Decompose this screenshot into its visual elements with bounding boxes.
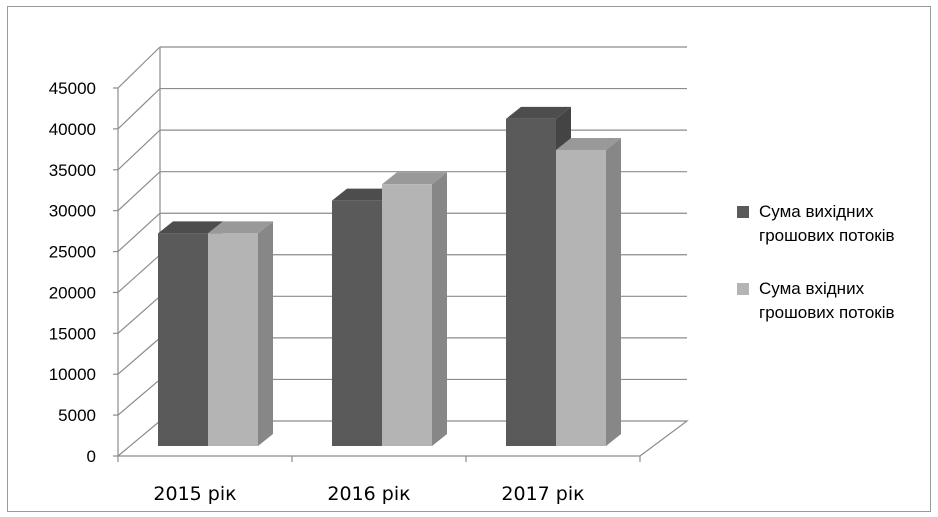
x-category-label: 2015 рік	[153, 483, 236, 505]
gridline-side	[117, 171, 161, 212]
gridline-side	[117, 212, 161, 252]
y-tick-label: 30000	[49, 202, 96, 221]
bar-top	[208, 221, 273, 234]
gridline-side	[117, 337, 161, 375]
gridline-side	[117, 295, 161, 334]
legend-label: грошових потоків	[759, 303, 895, 322]
y-tick-label: 0	[87, 447, 96, 466]
gridline-side	[117, 378, 161, 416]
y-tick-label: 10000	[49, 365, 96, 384]
bar-side	[258, 221, 273, 446]
bar-top	[382, 172, 447, 185]
y-tick-label: 40000	[49, 120, 96, 139]
x-category-label: 2017 рік	[501, 483, 584, 505]
legend-label: Сума вихідних	[759, 202, 874, 221]
bar-top	[332, 188, 397, 201]
y-tick-label: 15000	[49, 324, 96, 343]
y-tick-label: 5000	[58, 406, 96, 425]
bar-side	[432, 172, 447, 447]
y-tick-label: 35000	[49, 161, 96, 180]
legend-label: грошових потоків	[759, 226, 895, 245]
y-tick-label: 20000	[49, 283, 96, 302]
bar-top	[506, 106, 571, 119]
bar	[332, 200, 382, 446]
legend-swatch	[737, 206, 749, 218]
bar	[556, 149, 606, 446]
bar	[382, 184, 432, 447]
gridline-side	[117, 88, 161, 130]
bar	[208, 233, 258, 446]
bar	[506, 118, 556, 446]
x-category-label: 2016 рік	[327, 483, 410, 505]
gridline-side	[117, 46, 161, 89]
legend-label: Сума вхідних	[759, 279, 865, 298]
bar-side	[606, 137, 621, 446]
legend-swatch	[737, 283, 749, 295]
bar-top	[556, 137, 621, 150]
bar	[158, 233, 208, 446]
gridline-side	[117, 254, 161, 293]
y-tick-label: 25000	[49, 243, 96, 262]
bar-top	[158, 221, 223, 234]
y-tick-label: 45000	[49, 79, 96, 98]
gridline-side	[117, 129, 161, 171]
